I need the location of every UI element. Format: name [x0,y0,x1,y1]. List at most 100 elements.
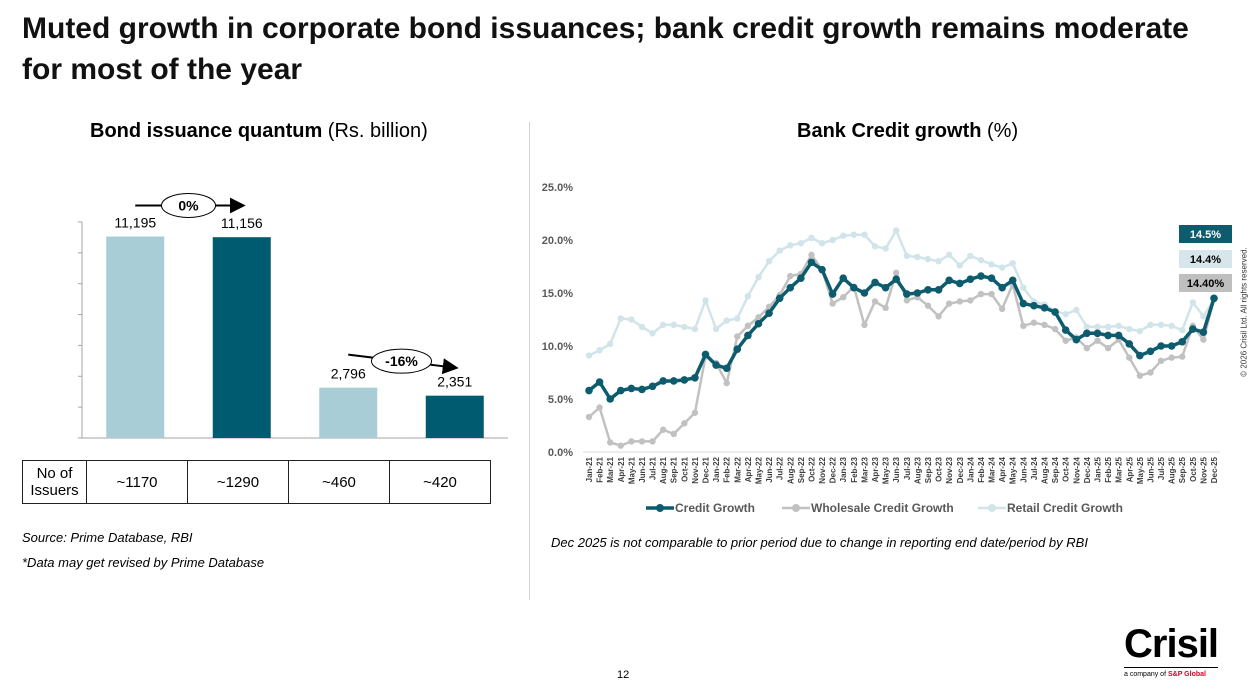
issuers-table: No of Issuers ~1170 ~1290 ~460 ~420 [22,460,491,504]
credit-x-tick-label: Aug-24 [1041,456,1050,484]
credit-x-tick-label: Aug-23 [913,456,922,484]
credit-x-tick-label: May-23 [882,456,891,484]
data-point [839,274,848,282]
data-point [691,325,699,333]
data-point [1126,354,1133,361]
bond-category-label: 2024 [120,447,151,450]
data-point [744,322,752,330]
credit-x-tick-label: Apr-22 [744,456,753,482]
data-point [955,279,964,288]
credit-x-tick-label: Sep-25 [1178,456,1187,483]
data-point [871,298,879,305]
data-point [1199,328,1208,337]
data-point [1179,326,1186,334]
data-point [1126,325,1133,333]
data-point [616,386,625,395]
data-point [1104,331,1112,340]
data-point [934,286,943,294]
credit-x-tick-label: Sep-21 [670,456,679,483]
crisil-logo: Crisil [1124,622,1219,666]
data-point [840,232,847,239]
data-point [871,278,879,287]
bond-chart-title-bold: Bond issuance quantum [90,120,323,142]
data-point [945,300,953,307]
data-point [1030,301,1038,310]
data-point [765,258,773,265]
data-point [903,252,910,260]
credit-chart-title: Bank Credit growth (%) [797,120,1018,143]
credit-x-tick-label: Dec-23 [956,456,965,483]
growth-bubble-annual [161,192,216,218]
data-point [850,231,858,238]
data-point [765,309,773,317]
data-point [988,261,995,268]
data-point [1083,329,1091,338]
credit-x-tick-label: Nov-22 [818,456,827,483]
credit-x-tick-label: Apr-24 [998,456,1007,482]
data-point [829,236,836,244]
data-point [807,258,816,267]
data-point [1147,369,1154,376]
data-point [1008,276,1017,285]
credit-x-tick-label: Jan-25 [1093,456,1102,482]
credit-x-tick-label: Apr-23 [871,456,880,482]
data-point [606,340,614,348]
data-point [1178,337,1187,346]
credit-x-tick-label: Apr-25 [1125,456,1134,482]
legend-label: Wholesale Credit Growth [811,501,954,515]
data-point [1062,337,1069,344]
bank-credit-chart: 0.0% 5.0% 10.0% 15.0% 20.0% 25.0% Jan-21 Feb-21… [542,182,1232,515]
issuers-label: No of Issuers [22,460,87,504]
data-point [680,376,689,384]
data-point [734,333,741,340]
bond-chart-title-unit: (Rs. billion) [322,120,428,142]
credit-x-tick-label: Jan-22 [712,456,721,482]
data-point [617,315,624,322]
data-point [1157,357,1165,365]
data-point [967,252,974,260]
data-point [669,377,678,385]
data-point [902,290,911,298]
bond-issuance-chart: 11,195 2024 11,156 2025 2,796 Q4 2024 2,351 Q4 … [78,192,508,450]
data-point [787,272,794,280]
data-point [966,275,975,284]
bond-category-label: Q4 2025 [428,447,482,450]
data-point [861,231,868,238]
data-point [670,321,677,328]
data-point [1061,326,1070,334]
credit-x-tick-label: Feb-21 [596,456,605,482]
data-point [681,323,688,331]
data-point [1040,304,1049,312]
logo-tagline-prefix: a company of [1124,671,1168,678]
data-point [913,289,922,297]
data-point [691,409,699,416]
revision-footnote: *Data may get revised by Prime Database [22,555,265,570]
credit-x-tick-label: Feb-22 [723,456,732,482]
data-point [1009,260,1016,267]
data-point [881,283,890,292]
data-point [1114,331,1123,340]
data-point [691,374,699,382]
source-note: Source: Prime Database, RBI [22,530,193,545]
data-point [628,316,635,323]
data-point [893,227,900,234]
data-point [977,272,985,280]
data-point [744,331,752,340]
end-value-callout [1179,225,1232,243]
data-point [733,345,742,353]
bond-category-label: 2025 [226,447,257,450]
credit-x-tick-label: Oct-21 [680,456,689,481]
data-point [1041,321,1048,328]
end-value-callout [1179,250,1232,268]
credit-x-tick-label: Jul-24 [1030,456,1039,480]
data-point [1104,323,1112,331]
data-point [1115,322,1122,330]
data-point [1200,336,1207,343]
data-point [627,384,636,393]
credit-x-tick-label: Sep-23 [924,456,933,483]
bond-bar [212,237,271,438]
data-point [606,439,614,446]
data-point [617,442,624,449]
credit-x-tick-label: Apr-21 [617,456,626,482]
data-point [723,379,730,387]
